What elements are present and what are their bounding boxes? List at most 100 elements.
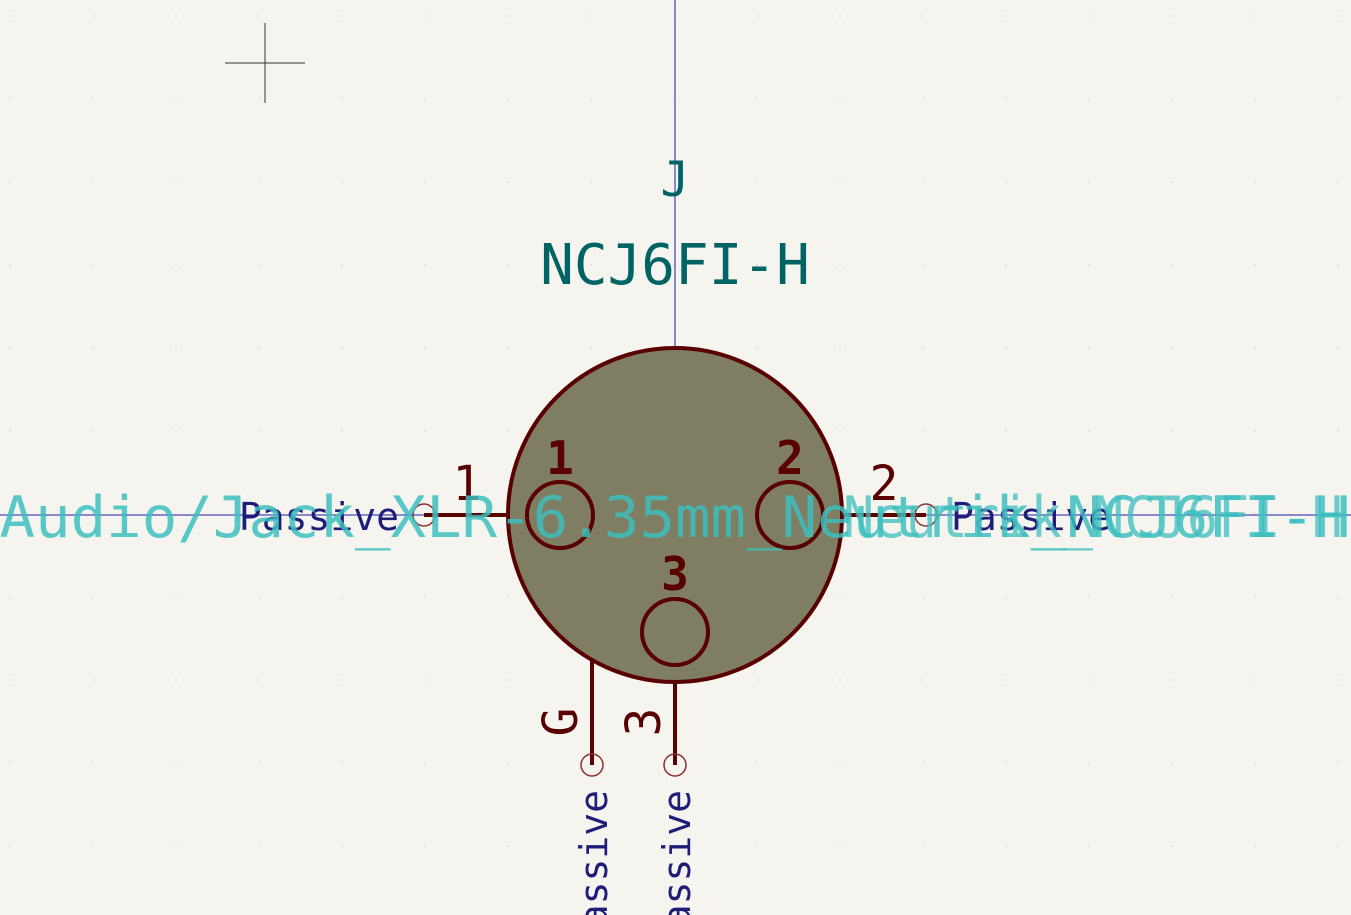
grid-dot xyxy=(1171,98,1173,100)
grid-dot xyxy=(9,181,11,183)
grid-dot xyxy=(258,181,260,183)
grid-dot xyxy=(1088,264,1090,266)
grid-dot xyxy=(1254,98,1256,100)
grid-dot xyxy=(92,762,94,764)
grid-dot xyxy=(341,430,343,432)
grid-dot xyxy=(1005,181,1007,183)
grid-dot xyxy=(1171,679,1173,681)
symbol-value[interactable]: NCJ6FI-H xyxy=(540,233,810,298)
grid-dot xyxy=(9,15,11,17)
grid-dot xyxy=(507,181,509,183)
pin-g[interactable] xyxy=(580,660,604,777)
grid-dot xyxy=(1088,513,1090,515)
grid-dot xyxy=(9,513,11,515)
grid-dot xyxy=(258,430,260,432)
grid-dot xyxy=(1088,347,1090,349)
grid-dot xyxy=(756,845,758,847)
grid-dot xyxy=(673,98,675,100)
symbol-reference[interactable]: J xyxy=(661,152,690,208)
grid-dot xyxy=(175,98,177,100)
footprint-field-secondary[interactable]: Neutrik_NCJ6FI-H xyxy=(843,485,1343,551)
grid-dot xyxy=(839,679,841,681)
pin-3-connection-point[interactable] xyxy=(663,753,687,777)
grid-dot xyxy=(839,98,841,100)
grid-dot xyxy=(507,264,509,266)
grid-dot xyxy=(9,845,11,847)
grid-dot xyxy=(424,98,426,100)
grid-dot xyxy=(1171,181,1173,183)
grid-dot xyxy=(922,596,924,598)
grid-dot xyxy=(922,845,924,847)
grid-dot xyxy=(756,181,758,183)
pin-1-type: Passive xyxy=(239,495,399,539)
grid-dot xyxy=(1254,513,1256,515)
grid-dot xyxy=(341,181,343,183)
grid-dot xyxy=(507,596,509,598)
grid-dot xyxy=(922,98,924,100)
pin-2-connection-point[interactable] xyxy=(914,503,938,527)
grid-dot xyxy=(756,762,758,764)
grid-dot xyxy=(92,181,94,183)
grid-dot xyxy=(424,15,426,17)
grid-dot xyxy=(1005,98,1007,100)
grid-dot xyxy=(92,264,94,266)
pin-1[interactable] xyxy=(412,503,510,527)
grid-dot xyxy=(507,15,509,17)
grid-dot xyxy=(839,845,841,847)
pin-2-number: 2 xyxy=(870,456,899,512)
footprint-field[interactable]: Audio/Jack_XLR-6.35mm_Neutrik_NCJ6FI-H xyxy=(0,485,1351,551)
grid-dot xyxy=(9,762,11,764)
grid-dot xyxy=(175,15,177,17)
grid-dot xyxy=(341,264,343,266)
grid-dot xyxy=(673,845,675,847)
grid-dot xyxy=(839,181,841,183)
grid-dot xyxy=(341,513,343,515)
grid-dot xyxy=(839,347,841,349)
grid-dot xyxy=(258,596,260,598)
grid-dot xyxy=(1171,264,1173,266)
grid-dot xyxy=(9,98,11,100)
grid-dot xyxy=(1088,15,1090,17)
grid-dot xyxy=(1254,596,1256,598)
grid-dot xyxy=(92,596,94,598)
grid-dot xyxy=(9,430,11,432)
grid-dot xyxy=(424,762,426,764)
grid-dot xyxy=(507,679,509,681)
grid-dot xyxy=(1005,15,1007,17)
pin-1-number: 1 xyxy=(453,456,482,512)
grid-dot xyxy=(922,762,924,764)
grid-dot xyxy=(92,679,94,681)
grid-dot xyxy=(1088,762,1090,764)
grid-dot xyxy=(92,845,94,847)
grid-dot xyxy=(922,264,924,266)
grid-dot xyxy=(1005,762,1007,764)
grid-dot xyxy=(756,98,758,100)
grid-dot xyxy=(9,264,11,266)
grid-dot xyxy=(175,264,177,266)
grid-dot xyxy=(92,98,94,100)
connector-body[interactable] xyxy=(506,346,844,684)
grid-dot xyxy=(1088,98,1090,100)
grid-dot xyxy=(1337,98,1339,100)
grid-dot xyxy=(839,430,841,432)
contact-2 xyxy=(755,480,825,550)
grid-dot xyxy=(1337,15,1339,17)
pin-g-connection-point[interactable] xyxy=(580,753,604,777)
pin-1-connection-point[interactable] xyxy=(412,503,436,527)
grid-dot xyxy=(175,513,177,515)
pin-2[interactable] xyxy=(840,503,938,527)
grid-dot xyxy=(1337,347,1339,349)
grid-dot xyxy=(1337,845,1339,847)
pin-3-type: Passive xyxy=(655,790,699,915)
grid-dot xyxy=(258,513,260,515)
grid-dot xyxy=(1171,513,1173,515)
grid-dot xyxy=(175,347,177,349)
grid-dot xyxy=(1254,430,1256,432)
grid-dot xyxy=(1171,15,1173,17)
grid-dot xyxy=(756,264,758,266)
grid-dot xyxy=(507,762,509,764)
grid-dot xyxy=(1088,845,1090,847)
grid-dot xyxy=(258,679,260,681)
grid-dot xyxy=(922,347,924,349)
